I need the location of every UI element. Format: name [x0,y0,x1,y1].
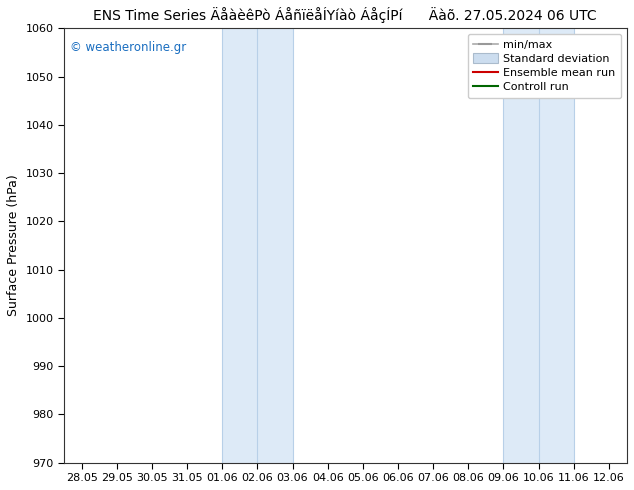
Legend: min/max, Standard deviation, Ensemble mean run, Controll run: min/max, Standard deviation, Ensemble me… [468,34,621,98]
Bar [539,28,574,463]
Y-axis label: Surface Pressure (hPa): Surface Pressure (hPa) [7,174,20,317]
Title: ENS Time Series ÄåàèêPò ÁåñïëåÍYíàò ÁåçÍPí      Äàõ. 27.05.2024 06 UTC: ENS Time Series ÄåàèêPò ÁåñïëåÍYíàò ÁåçÍ… [93,7,597,23]
Bar [257,28,292,463]
Bar [503,28,539,463]
Text: © weatheronline.gr: © weatheronline.gr [70,41,186,54]
Bar [223,28,257,463]
